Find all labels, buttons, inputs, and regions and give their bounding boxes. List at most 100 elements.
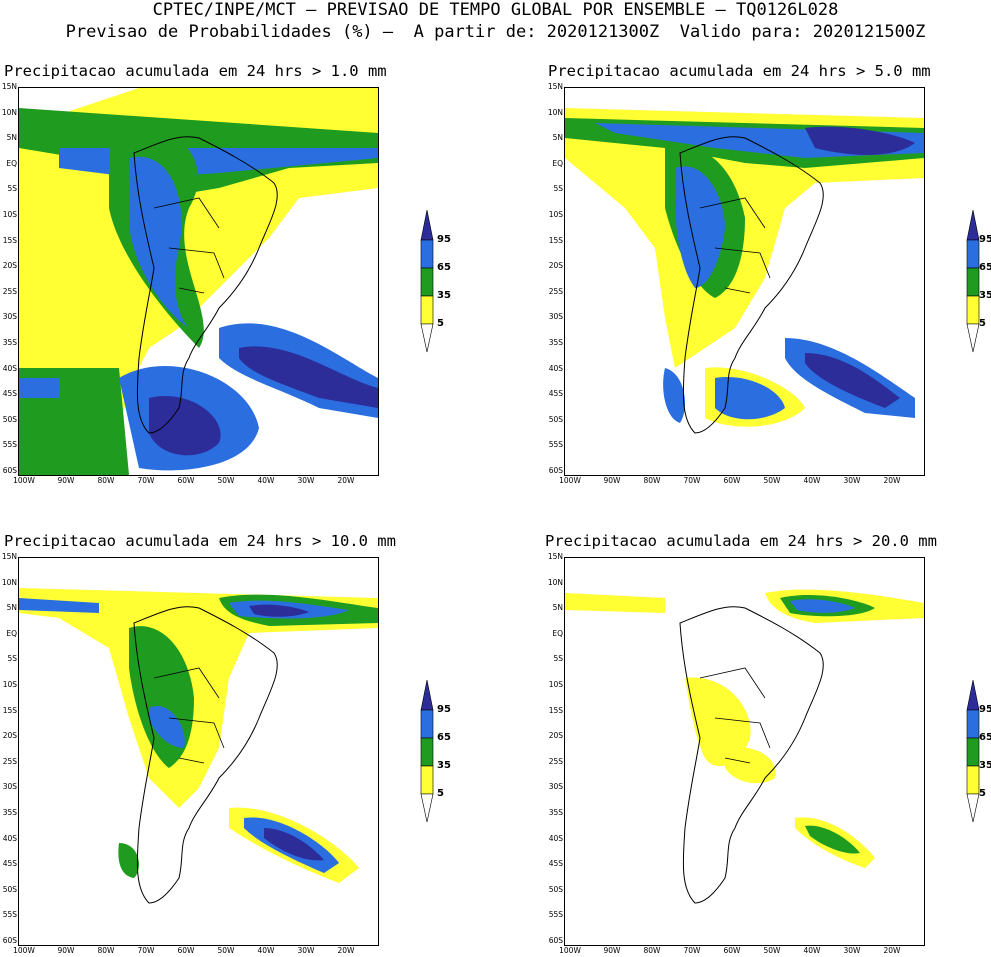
panel-2-map <box>564 87 925 476</box>
lat-label: 60S <box>548 936 563 945</box>
lon-label: 100W <box>559 946 581 955</box>
lat-label: 25S <box>548 756 563 766</box>
lat-label: 45S <box>548 859 563 869</box>
legend-1-label-35: 35 <box>437 290 451 301</box>
lat-label: EQ <box>6 158 17 168</box>
legend-2-label-65: 65 <box>979 262 991 273</box>
lon-label: 20W <box>337 946 355 955</box>
header-line-1: CPTEC/INPE/MCT – PREVISAO DE TEMPO GLOBA… <box>152 0 839 20</box>
lat-label: 10S <box>548 680 563 689</box>
legend-3-label-65: 65 <box>437 732 451 743</box>
border-lines <box>699 667 771 764</box>
lat-label: 25S <box>2 286 17 296</box>
lon-label: 70W <box>137 946 155 955</box>
panel-3-title: Precipitacao acumulada em 24 hrs > 10.0 … <box>4 532 396 550</box>
lon-label: 30W <box>843 946 861 955</box>
legend-1-label-5: 5 <box>437 318 444 329</box>
lon-label: 30W <box>297 476 315 485</box>
lat-label: 40S <box>2 363 17 373</box>
lat-label: 15N <box>547 552 563 561</box>
lon-label: 30W <box>843 476 861 485</box>
lat-label: 15S <box>2 705 17 715</box>
lon-label: 30W <box>297 946 315 955</box>
panel-2-field <box>565 108 924 434</box>
lat-label: 35S <box>2 338 17 347</box>
legend-2-label-5: 5 <box>979 318 986 329</box>
lat-label: 45S <box>548 389 563 399</box>
lon-label: 100W <box>13 476 35 485</box>
lat-label: 15S <box>548 705 563 715</box>
lat-label: 10N <box>547 577 563 587</box>
lon-label: 60W <box>723 946 741 955</box>
lon-label: 100W <box>559 476 581 485</box>
lat-label: 35S <box>548 338 563 347</box>
lat-label: 10S <box>2 210 17 219</box>
header-line-2: Previsao de Probabilidades (%) – A parti… <box>65 22 926 42</box>
lat-label: 20S <box>2 261 17 271</box>
lon-label: 20W <box>883 946 901 955</box>
lat-label: 35S <box>548 808 563 817</box>
lat-label: 55S <box>548 440 563 450</box>
lon-label: 40W <box>257 946 275 955</box>
panel-3-map <box>18 557 379 946</box>
coastline <box>133 606 278 904</box>
lat-label: 40S <box>2 833 17 843</box>
lat-label: 40S <box>548 833 563 843</box>
panel-2-title: Precipitacao acumulada em 24 hrs > 5.0 m… <box>548 62 931 80</box>
lat-label: 45S <box>2 389 17 399</box>
lat-label: 60S <box>548 466 563 475</box>
lat-label: 5S <box>553 184 563 194</box>
lon-label: 40W <box>803 476 821 485</box>
lon-label: 70W <box>683 476 701 485</box>
lon-label: 50W <box>217 946 235 955</box>
border-lines <box>153 197 225 294</box>
lat-label: 5S <box>7 654 17 664</box>
lat-label: 30S <box>2 782 17 792</box>
panel-1-map <box>18 87 379 476</box>
lat-label: 15N <box>1 552 17 561</box>
prob-field <box>565 108 924 427</box>
legend-3-label-95: 95 <box>437 704 451 715</box>
legend-3-label-5: 5 <box>437 788 444 799</box>
lon-label: 50W <box>763 946 781 955</box>
lat-label: 60S <box>2 466 17 475</box>
lon-label: 40W <box>257 476 275 485</box>
lat-label: 15N <box>1 82 17 91</box>
lon-label: 20W <box>337 476 355 485</box>
lat-label: 50S <box>2 414 17 424</box>
lat-label: 5S <box>553 654 563 664</box>
legend-4-label-5: 5 <box>979 788 986 799</box>
legend-3-label-35: 35 <box>437 760 451 771</box>
border-lines <box>699 197 771 294</box>
legend-1-label-95: 95 <box>437 234 451 245</box>
lat-label: 20S <box>548 731 563 741</box>
lat-label: 5N <box>6 603 17 613</box>
lat-label: 10N <box>547 107 563 117</box>
panel-4-map <box>564 557 925 946</box>
legend-3 <box>420 680 434 823</box>
lon-label: 80W <box>643 476 661 485</box>
lat-label: EQ <box>552 628 563 638</box>
prob-field <box>19 588 378 883</box>
lat-label: 15S <box>2 235 17 245</box>
lon-label: 60W <box>177 946 195 955</box>
legend-2-label-95: 95 <box>979 234 991 245</box>
legend-4-label-95: 95 <box>979 704 991 715</box>
lat-label: 40S <box>548 363 563 373</box>
coastline <box>679 606 824 904</box>
legend-4-label-65: 65 <box>979 732 991 743</box>
lat-label: 10S <box>2 680 17 689</box>
legend-2-label-35: 35 <box>979 290 991 301</box>
lat-label: 60S <box>2 936 17 945</box>
lat-label: 45S <box>2 859 17 869</box>
lat-label: 55S <box>548 910 563 920</box>
lat-label: 15S <box>548 235 563 245</box>
lon-label: 90W <box>57 476 75 485</box>
coastline <box>133 136 278 434</box>
lat-label: 30S <box>548 312 563 322</box>
lon-label: 90W <box>57 946 75 955</box>
lon-label: 60W <box>723 476 741 485</box>
lon-label: 100W <box>13 946 35 955</box>
lon-label: 50W <box>217 476 235 485</box>
lon-label: 70W <box>137 476 155 485</box>
